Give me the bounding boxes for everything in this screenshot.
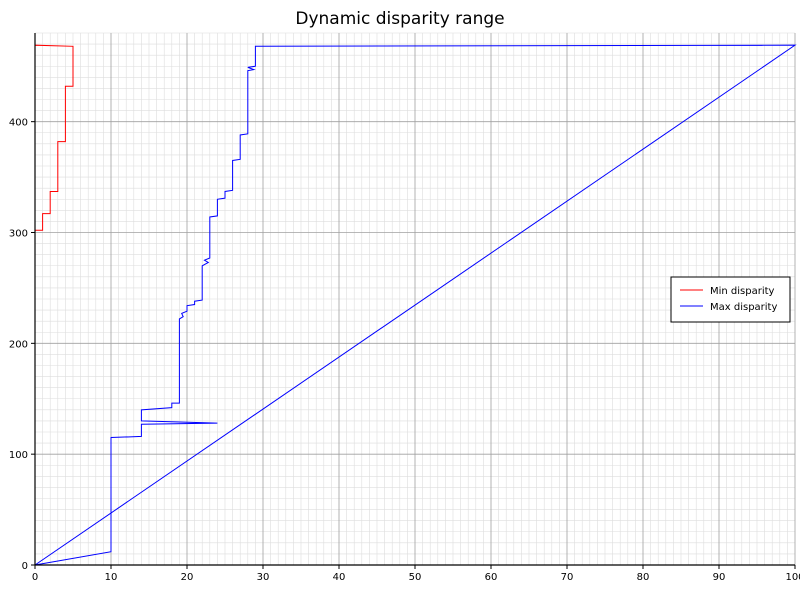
- x-tick-label: 10: [105, 572, 118, 583]
- x-tick-label: 30: [257, 572, 270, 583]
- y-tick-label: 400: [9, 118, 28, 129]
- x-tick-label: 70: [561, 572, 574, 583]
- x-tick-label: 60: [485, 572, 498, 583]
- legend-box: [670, 276, 791, 323]
- x-tick-label: 20: [181, 572, 194, 583]
- series-group: [34, 44, 797, 566]
- y-tick-label: 100: [9, 450, 28, 461]
- grid: [34, 32, 796, 566]
- x-tick-label: 90: [713, 572, 726, 583]
- y-tick-label: 0: [22, 561, 28, 572]
- axes: 0 10 20 30 40 50 60 70 80 90 100 0 100 200 300 400: [9, 33, 800, 583]
- y-tick-label: 200: [9, 339, 28, 350]
- legend: Min disparity Max disparity: [670, 276, 791, 323]
- y-tick-label: 300: [9, 229, 28, 240]
- x-tick-label: 50: [409, 572, 422, 583]
- x-tick-label: 100: [785, 572, 800, 583]
- series-line-min-disparity: [34, 44, 74, 565]
- x-tick-label: 80: [637, 572, 650, 583]
- x-tick-label: 40: [333, 572, 346, 583]
- series-line-max-disparity: [34, 44, 797, 566]
- legend-label-min-disparity: Min disparity: [710, 286, 775, 297]
- legend-label-max-disparity: Max disparity: [710, 302, 777, 313]
- chart-title: Dynamic disparity range: [295, 9, 504, 29]
- x-tick-label: 0: [32, 572, 38, 583]
